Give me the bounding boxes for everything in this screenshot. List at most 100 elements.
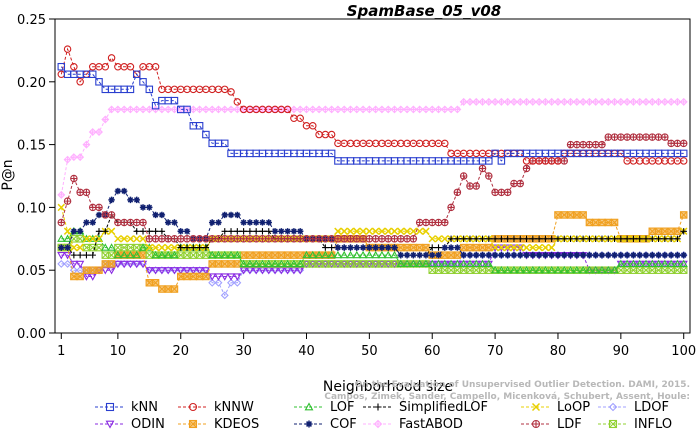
data-point [271,235,279,243]
data-point [57,190,66,199]
data-point [553,97,562,106]
data-point [95,203,103,212]
data-point [289,105,298,114]
data-point [561,251,568,259]
data-point [378,227,386,235]
data-point [503,188,512,197]
data-point [654,133,663,141]
data-point [529,251,537,259]
data-point [265,251,273,259]
data-point [302,250,311,259]
data-point [465,97,474,106]
data-point [416,251,423,259]
series-knn [57,62,688,165]
data-point [542,235,549,242]
data-point [146,228,153,235]
data-point [510,179,518,188]
data-point [132,70,141,79]
data-point [227,105,236,114]
data-point [340,235,348,243]
data-point [233,250,242,259]
data-point [57,252,66,260]
data-point [384,250,393,259]
data-point [63,45,72,53]
data-point [227,235,235,243]
data-point [214,273,223,281]
data-point [422,243,430,252]
data-point [146,204,153,211]
data-point [403,251,411,259]
data-point [441,244,449,251]
data-point [460,235,467,242]
data-point [70,251,78,259]
data-point [679,157,688,165]
data-point [57,259,66,268]
data-point [321,105,330,114]
data-point [554,235,562,242]
data-point [528,97,537,106]
series-ldof [57,251,688,300]
data-point [573,140,581,149]
data-point [396,259,405,268]
data-point [64,244,71,251]
data-point [152,228,159,235]
data-point [454,244,461,251]
data-point [636,235,643,242]
data-point [466,251,474,259]
data-point [535,235,543,242]
data-point [221,228,228,235]
data-point [434,218,443,227]
data-point [70,228,78,235]
data-point [132,218,141,227]
data-point [277,235,286,243]
data-point [76,153,85,162]
data-point [384,227,392,235]
data-point [196,244,203,251]
data-point [221,211,228,219]
legend-label: LDF [557,417,582,432]
data-point [264,259,273,268]
data-point [183,244,191,251]
data-point [504,251,511,259]
series-line [61,230,684,271]
data-point [132,250,141,259]
data-point [390,235,399,243]
data-point [183,251,191,259]
data-point [164,267,173,275]
data-point [635,97,644,106]
data-point [553,265,563,274]
data-point [610,265,619,274]
data-point [560,265,569,274]
data-point [679,149,688,158]
data-point [642,97,650,106]
data-point [82,140,91,149]
data-point [296,235,304,243]
legend-marker [304,402,314,411]
legend-item-fastabod: FastABOD [363,417,463,432]
data-point [491,149,499,158]
data-point [409,105,418,114]
legend-item-kdeos: KDEOS [178,417,259,432]
data-point [648,259,657,268]
data-point [441,235,449,243]
data-point [120,260,129,269]
data-point [296,105,305,114]
data-point [63,252,72,260]
data-point [377,105,386,114]
data-point [158,228,166,235]
data-point [359,105,368,114]
data-point [497,188,506,197]
data-point [283,105,292,114]
series-line [60,66,684,162]
data-point [69,153,78,162]
data-point [421,105,430,114]
data-point [503,243,512,252]
data-point [95,211,103,219]
data-point [510,235,518,242]
data-point [390,105,399,114]
data-point [629,133,638,141]
data-point [340,250,349,259]
legend-label: LoOP [557,400,590,415]
data-point [133,228,140,235]
data-point [227,211,235,219]
